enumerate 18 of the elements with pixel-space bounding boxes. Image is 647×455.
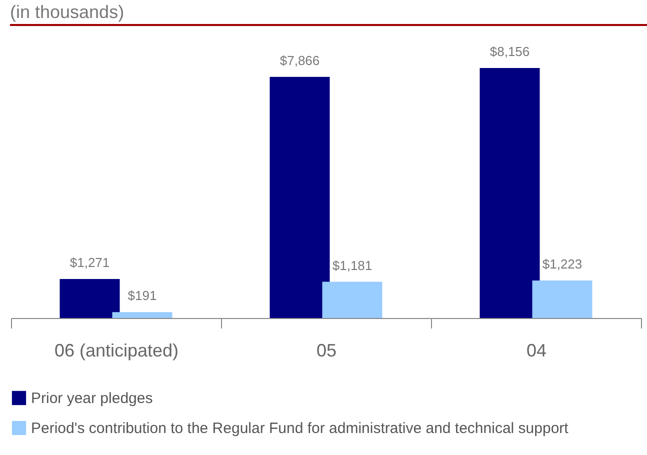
data-label: $1,181: [332, 258, 372, 273]
bar: [480, 68, 540, 318]
data-label: $1,223: [542, 256, 582, 272]
bar: [322, 282, 382, 318]
legend-label: Period's contribution to the Regular Fund for administrative and technical support: [31, 420, 570, 437]
x-tick-label: 05: [316, 340, 337, 360]
chart-subtitle: (in thousands): [9, 1, 126, 24]
data-label: $1,271: [70, 255, 110, 270]
bar: [270, 76, 330, 318]
x-tick-label: 06 (anticipated): [54, 340, 179, 360]
data-label: $8,156: [490, 44, 530, 59]
bar: [112, 312, 172, 318]
x-tick-label: 04: [526, 340, 547, 360]
bar: [60, 279, 120, 318]
data-label: $7,866: [280, 52, 320, 68]
legend-label: Prior year pledges: [31, 390, 153, 407]
bar: [532, 280, 592, 318]
data-label: $191: [128, 288, 157, 304]
